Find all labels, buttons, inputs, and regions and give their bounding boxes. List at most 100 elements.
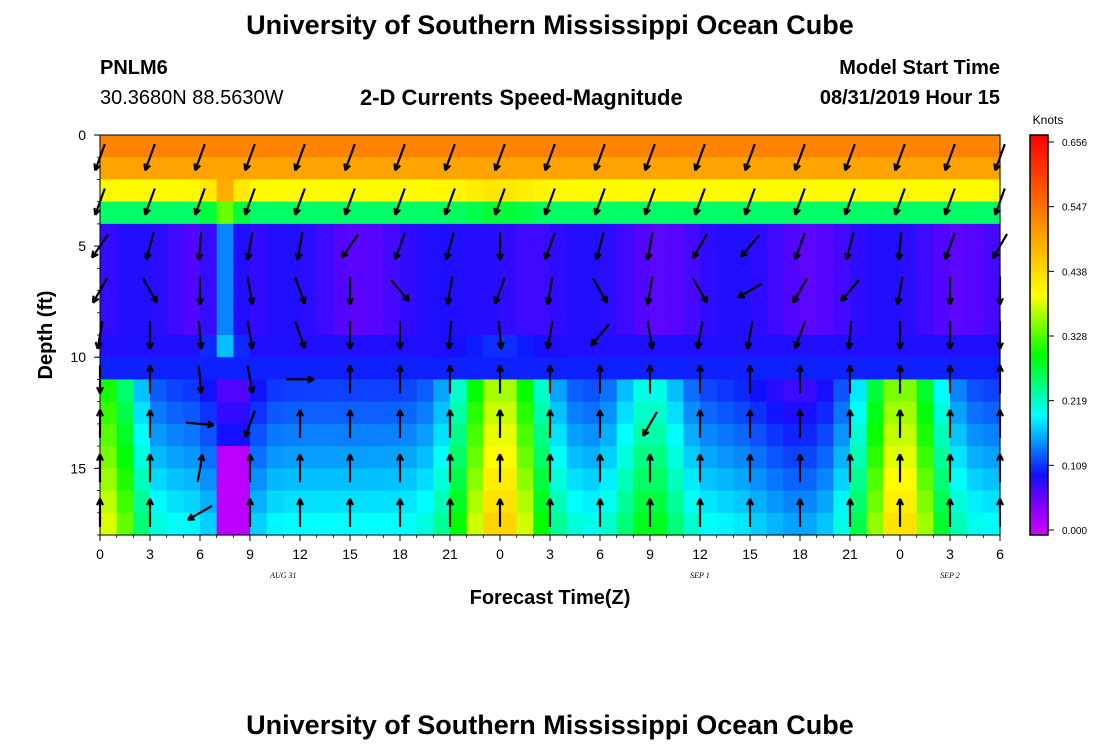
x-tick-label: 12 bbox=[692, 546, 708, 562]
heat-cell bbox=[116, 157, 134, 181]
heat-cell bbox=[466, 290, 484, 314]
heat-cell bbox=[533, 512, 551, 536]
heat-cell bbox=[983, 312, 1001, 336]
heat-cell bbox=[366, 223, 384, 247]
heat-cell bbox=[783, 201, 801, 225]
heat-cell bbox=[850, 135, 868, 158]
heat-cell bbox=[950, 290, 968, 314]
heat-cell bbox=[133, 201, 151, 225]
current-arrow bbox=[546, 498, 554, 527]
heat-cell bbox=[666, 335, 684, 358]
heat-cell bbox=[433, 423, 451, 447]
heat-cell bbox=[850, 468, 868, 492]
heat-cell bbox=[866, 490, 884, 514]
heat-cell bbox=[766, 446, 784, 469]
heat-cell bbox=[900, 490, 918, 514]
heat-cell bbox=[550, 490, 568, 514]
current-arrow bbox=[596, 453, 604, 483]
heat-cell bbox=[650, 468, 668, 492]
heat-cell bbox=[466, 335, 484, 358]
heat-cell bbox=[483, 423, 501, 447]
heat-cell bbox=[766, 268, 784, 292]
current-arrow bbox=[895, 232, 904, 261]
heat-cell bbox=[650, 135, 668, 158]
heat-cell bbox=[900, 446, 918, 469]
heat-cell bbox=[650, 268, 668, 292]
heat-cell bbox=[316, 268, 334, 292]
heat-cell bbox=[383, 223, 401, 247]
heat-cell bbox=[883, 201, 901, 225]
heat-cell bbox=[416, 490, 434, 514]
heat-cell bbox=[116, 268, 134, 292]
heat-cell bbox=[550, 468, 568, 492]
current-arrow bbox=[246, 365, 256, 394]
heat-cell bbox=[166, 179, 184, 203]
heat-cell bbox=[633, 512, 651, 536]
colorbar-tick-label: 0.000 bbox=[1062, 526, 1087, 537]
current-arrow bbox=[243, 143, 256, 172]
current-arrow bbox=[346, 498, 354, 527]
heat-cell bbox=[600, 490, 618, 514]
heat-cell bbox=[783, 512, 801, 536]
heat-cell bbox=[716, 490, 734, 514]
current-arrows bbox=[90, 143, 1008, 527]
heat-cell bbox=[966, 201, 984, 225]
heat-cell bbox=[850, 490, 868, 514]
heat-cell bbox=[950, 312, 968, 336]
x-tick-label: 6 bbox=[596, 546, 604, 562]
current-arrow bbox=[293, 143, 306, 172]
heat-cell bbox=[783, 446, 801, 469]
heat-cell bbox=[783, 490, 801, 514]
heat-cell bbox=[116, 357, 134, 381]
heat-cell bbox=[283, 201, 301, 225]
heat-cell bbox=[216, 490, 234, 514]
heat-cell bbox=[700, 446, 718, 469]
heat-cell bbox=[300, 335, 318, 358]
current-arrow bbox=[186, 420, 215, 429]
heat-cell bbox=[616, 201, 634, 225]
heat-cell bbox=[866, 312, 884, 336]
heat-cell bbox=[483, 312, 501, 336]
heat-cell bbox=[700, 357, 718, 381]
heat-cell bbox=[666, 446, 684, 469]
current-arrow bbox=[696, 409, 704, 438]
heat-cell bbox=[533, 446, 551, 469]
current-arrow bbox=[195, 232, 204, 261]
heat-cell bbox=[133, 446, 151, 469]
heat-cell bbox=[700, 179, 718, 203]
heat-cell bbox=[516, 401, 534, 425]
heat-cell bbox=[683, 223, 701, 247]
heat-cell bbox=[916, 135, 934, 158]
heat-cell bbox=[333, 135, 351, 158]
heat-cell bbox=[350, 312, 368, 336]
heat-cell bbox=[933, 157, 951, 181]
heat-cell bbox=[366, 201, 384, 225]
heat-cell bbox=[683, 201, 701, 225]
current-arrow bbox=[893, 143, 906, 172]
heat-cell bbox=[100, 357, 118, 381]
heat-cell bbox=[983, 179, 1001, 203]
current-arrow bbox=[493, 277, 506, 305]
heat-cell bbox=[216, 157, 234, 181]
current-arrow bbox=[390, 279, 411, 303]
current-arrow bbox=[243, 188, 256, 216]
heat-cell bbox=[716, 135, 734, 158]
current-arrow bbox=[296, 409, 304, 438]
current-arrow bbox=[644, 276, 654, 305]
heat-cell bbox=[550, 446, 568, 469]
heat-cell bbox=[800, 246, 818, 269]
heat-cell bbox=[716, 468, 734, 492]
heat-cell bbox=[400, 490, 418, 514]
current-arrow bbox=[696, 364, 704, 394]
heat-cell bbox=[616, 490, 634, 514]
heat-cell bbox=[816, 335, 834, 358]
current-arrow bbox=[246, 498, 254, 527]
heat-cell bbox=[766, 312, 784, 336]
heat-cell bbox=[616, 223, 634, 247]
current-arrow bbox=[396, 321, 404, 350]
heat-cell bbox=[766, 490, 784, 514]
heat-cell bbox=[816, 512, 834, 536]
current-arrow bbox=[396, 498, 404, 527]
heat-cell bbox=[700, 490, 718, 514]
heat-cell bbox=[966, 512, 984, 536]
